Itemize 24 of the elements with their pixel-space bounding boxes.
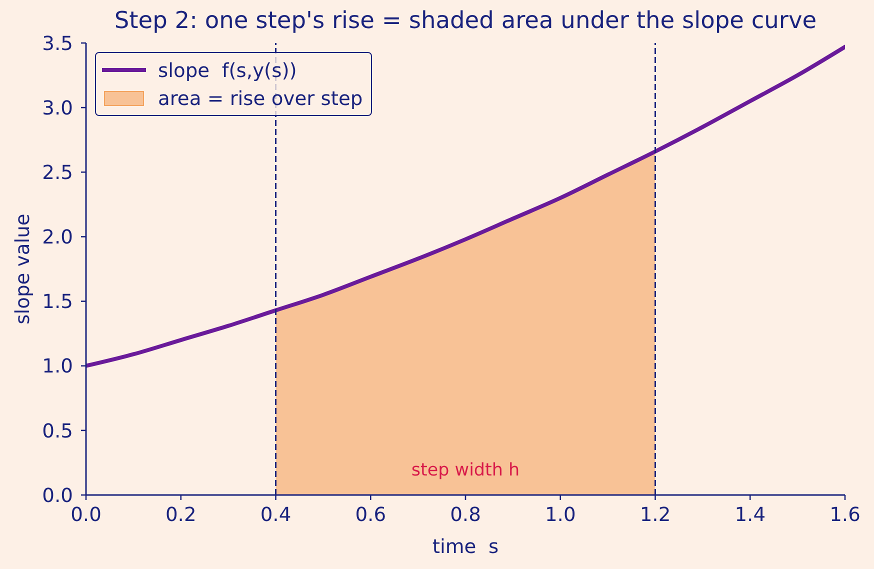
x-tick-label: 0.2 — [165, 502, 196, 526]
x-tick-label: 1.6 — [830, 502, 860, 526]
x-axis-title: time s — [432, 534, 499, 558]
annotation: step width h — [411, 460, 520, 482]
legend-label: area = rise over step — [158, 86, 363, 110]
x-tick-label: 0.8 — [450, 502, 481, 526]
y-tick-label: 3.0 — [42, 96, 73, 120]
y-tick-label: 1.0 — [42, 354, 73, 378]
y-axis-title: slope value — [10, 214, 34, 324]
x-tick-label: 1.4 — [734, 502, 766, 526]
x-tick-label: 1.2 — [640, 502, 671, 526]
y-tick-label: 3.5 — [42, 32, 73, 55]
x-tick-label: 0.6 — [355, 502, 386, 526]
y-tick-label: 0.0 — [42, 484, 73, 507]
line-series — [86, 44, 845, 368]
legend-label: slope f(s,y(s)) — [158, 58, 297, 82]
y-tick-label: 2.5 — [42, 161, 73, 184]
chart-title: Step 2: one step's rise = shaded area under the slope curve — [114, 7, 817, 34]
y-tick-label: 2.0 — [42, 226, 73, 249]
x-tick-label: 0.0 — [70, 502, 102, 526]
x-tick-label: 0.4 — [260, 502, 292, 526]
y-tick-label: 1.5 — [42, 290, 73, 314]
x-tick-label: 1.0 — [544, 502, 576, 526]
y-tick-label: 0.5 — [42, 419, 73, 442]
